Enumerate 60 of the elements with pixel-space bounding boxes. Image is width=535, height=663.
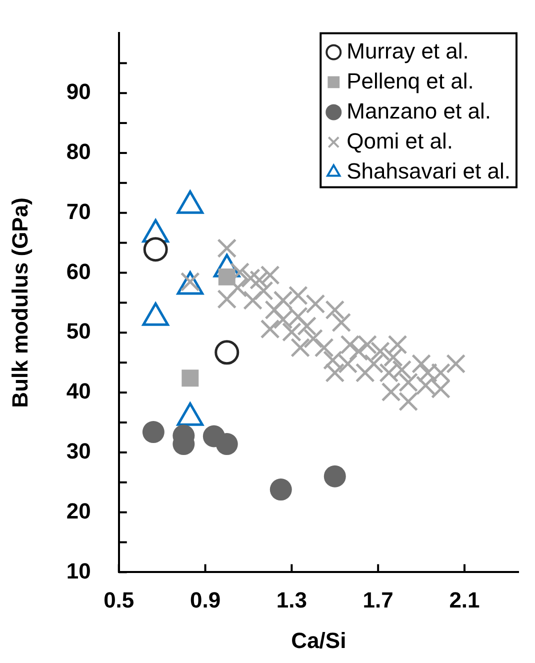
x-tick-label: 0.5 (104, 587, 134, 612)
point (412, 354, 432, 374)
x-tick-label: 0.9 (190, 587, 221, 612)
x-axis-title: Ca/Si (291, 628, 346, 653)
point (332, 312, 352, 332)
point (250, 270, 270, 290)
point (282, 322, 302, 342)
point (314, 338, 334, 358)
y-tick-label: 20 (66, 498, 91, 524)
y-tick-label: 10 (66, 558, 91, 584)
y-tick-label: 40 (66, 378, 91, 404)
x-tick-label: 2.1 (449, 587, 480, 612)
point (392, 360, 412, 380)
point (143, 237, 168, 262)
legend-label: Shahsavari et al. (346, 158, 511, 184)
point (304, 328, 324, 348)
legend-label: Manzano et al. (346, 98, 491, 124)
point (218, 268, 236, 286)
point (270, 478, 292, 501)
x-tick-label: 1.3 (276, 587, 307, 612)
point (214, 340, 240, 365)
point (254, 280, 274, 300)
point (182, 370, 199, 387)
point (264, 300, 284, 320)
point (418, 363, 438, 383)
point (260, 319, 280, 339)
y-tick-label: 50 (66, 318, 91, 344)
point (358, 334, 378, 354)
point (216, 433, 238, 456)
legend-label: Qomi et al. (346, 128, 454, 154)
point (322, 350, 342, 370)
x-tick-label: 1.7 (362, 587, 394, 612)
point (243, 290, 263, 310)
legend-label: Murray et al. (346, 38, 469, 64)
point (325, 363, 345, 383)
point (217, 289, 237, 309)
point (348, 341, 368, 361)
point (306, 294, 326, 314)
y-tick-label: 60 (66, 258, 91, 284)
point (260, 265, 280, 285)
y-tick-label: 90 (66, 79, 91, 104)
point (324, 465, 346, 488)
y-tick-label: 70 (66, 198, 91, 224)
point (370, 341, 390, 361)
point (297, 316, 317, 336)
point (364, 354, 384, 374)
point (383, 347, 403, 367)
point (325, 300, 345, 320)
y-tick-label: 30 (66, 438, 91, 464)
point (416, 376, 436, 396)
point (240, 268, 260, 288)
y-axis-title: Bulk modulus (GPa) (7, 198, 32, 408)
point (355, 363, 375, 383)
point (446, 354, 466, 374)
point (217, 238, 237, 258)
y-tick-label: 80 (66, 139, 91, 164)
point (290, 338, 310, 358)
point (142, 421, 164, 444)
point (388, 334, 408, 354)
legend-label: Pellenq et al. (346, 68, 474, 94)
